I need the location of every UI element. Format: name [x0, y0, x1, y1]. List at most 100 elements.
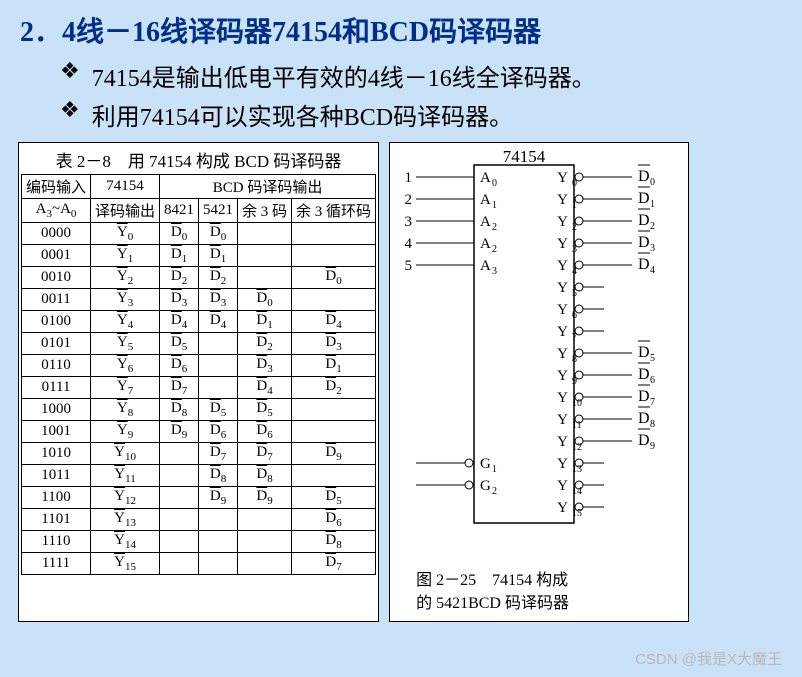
svg-text:2: 2 [405, 192, 413, 208]
table-cell: D7 [292, 553, 376, 575]
table-cell [160, 465, 199, 487]
table-cell [160, 487, 199, 509]
table-header-row-2: A3~A0 译码输出 8421 5421 余 3 码 余 3 循环码 [22, 199, 376, 223]
table-cell [199, 553, 238, 575]
table-cell: 1011 [22, 465, 91, 487]
table-row: 0000Y0D0D0 [22, 223, 376, 245]
table-cell [160, 553, 199, 575]
svg-text:5: 5 [650, 353, 655, 364]
svg-text:Y: Y [557, 456, 568, 472]
table-cell [238, 531, 292, 553]
table-cell: 1100 [22, 487, 91, 509]
table-cell: D6 [238, 421, 292, 443]
th-74154: 74154 [91, 175, 160, 199]
table-cell: D3 [199, 289, 238, 311]
table-cell: D5 [292, 487, 376, 509]
table-cell [160, 531, 199, 553]
table-cell: D7 [238, 443, 292, 465]
table-cell: Y11 [91, 465, 160, 487]
table-cell: D0 [238, 289, 292, 311]
svg-text:9: 9 [650, 441, 655, 452]
svg-text:74154: 74154 [503, 147, 546, 166]
table-cell: D9 [292, 443, 376, 465]
table-cell: D0 [199, 223, 238, 245]
table-cell: Y5 [91, 333, 160, 355]
svg-text:Y: Y [557, 346, 568, 362]
th-a3a0: A3~A0 [22, 199, 91, 223]
table-cell: 1110 [22, 531, 91, 553]
table-cell: D9 [238, 487, 292, 509]
svg-text:0: 0 [650, 177, 655, 188]
svg-text:14: 14 [572, 486, 582, 497]
svg-text:A: A [480, 192, 491, 208]
table-cell: 0110 [22, 355, 91, 377]
table-cell [238, 267, 292, 289]
table-row: 0100Y4D4D4D1D4 [22, 311, 376, 333]
table-cell: Y3 [91, 289, 160, 311]
th-bcd-out: BCD 码译码输出 [160, 175, 376, 199]
svg-text:G: G [480, 456, 491, 472]
svg-text:Y: Y [557, 390, 568, 406]
truth-table: 编码输入 74154 BCD 码译码输出 A3~A0 译码输出 8421 542… [21, 174, 376, 575]
bullet-list: ❖ 74154是输出低电平有效的4线－16线全译码器。 ❖ 利用74154可以实… [0, 58, 802, 142]
table-cell [160, 443, 199, 465]
svg-text:Y: Y [557, 434, 568, 450]
svg-text:D: D [638, 366, 650, 383]
table-cell: Y13 [91, 509, 160, 531]
table-cell: D6 [292, 509, 376, 531]
svg-text:4: 4 [650, 265, 655, 276]
svg-text:3: 3 [650, 243, 655, 254]
table-cell: D5 [199, 399, 238, 421]
svg-text:D: D [638, 212, 650, 229]
svg-text:Y: Y [557, 478, 568, 494]
table-row: 1100Y12D9D9D5 [22, 487, 376, 509]
bullet-item: ❖ 74154是输出低电平有效的4线－16线全译码器。 [60, 58, 772, 93]
table-cell: Y8 [91, 399, 160, 421]
svg-text:1: 1 [405, 170, 413, 186]
svg-text:10: 10 [572, 398, 582, 409]
table-cell: D6 [199, 421, 238, 443]
table-cell: Y1 [91, 245, 160, 267]
table-cell [292, 421, 376, 443]
watermark: CSDN @我是X大魔王 [635, 648, 782, 669]
table-cell: 0001 [22, 245, 91, 267]
table-caption: 表 2－8 用 74154 构成 BCD 码译码器 [21, 145, 376, 174]
svg-text:Y: Y [557, 170, 568, 186]
table-cell: D2 [292, 377, 376, 399]
svg-text:2: 2 [650, 221, 655, 232]
truth-table-panel: 表 2－8 用 74154 构成 BCD 码译码器 编码输入 74154 BCD… [18, 142, 379, 622]
table-cell: Y15 [91, 553, 160, 575]
chip-diagram: 74154Y0D0Y1D1Y2D2Y3D3Y4D4Y5Y6Y7Y8D5Y9D6Y… [394, 147, 686, 555]
table-cell: D2 [160, 267, 199, 289]
svg-text:6: 6 [650, 375, 655, 386]
table-cell: D1 [199, 245, 238, 267]
table-cell: D4 [238, 377, 292, 399]
svg-text:Y: Y [557, 214, 568, 230]
table-cell [199, 355, 238, 377]
table-cell: D2 [199, 267, 238, 289]
table-cell [238, 553, 292, 575]
svg-text:4: 4 [405, 236, 413, 252]
svg-text:1: 1 [492, 464, 497, 475]
table-cell: 1001 [22, 421, 91, 443]
svg-text:Y: Y [557, 412, 568, 428]
table-cell: D5 [238, 399, 292, 421]
table-cell: 0101 [22, 333, 91, 355]
svg-text:Y: Y [557, 368, 568, 384]
svg-text:3: 3 [492, 266, 497, 277]
table-cell: D3 [292, 333, 376, 355]
svg-text:A: A [480, 236, 491, 252]
table-row: 1001Y9D9D6D6 [22, 421, 376, 443]
svg-text:13: 13 [572, 464, 582, 475]
table-cell: D3 [160, 289, 199, 311]
table-cell: D0 [292, 267, 376, 289]
svg-text:D: D [638, 234, 650, 251]
svg-text:15: 15 [572, 508, 582, 519]
table-cell: D4 [160, 311, 199, 333]
table-row: 1111Y15D7 [22, 553, 376, 575]
chip-diagram-panel: 74154Y0D0Y1D1Y2D2Y3D3Y4D4Y5Y6Y7Y8D5Y9D6Y… [389, 142, 689, 622]
table-cell: 0011 [22, 289, 91, 311]
table-cell: D8 [238, 465, 292, 487]
table-cell: Y2 [91, 267, 160, 289]
svg-text:D: D [638, 432, 650, 449]
